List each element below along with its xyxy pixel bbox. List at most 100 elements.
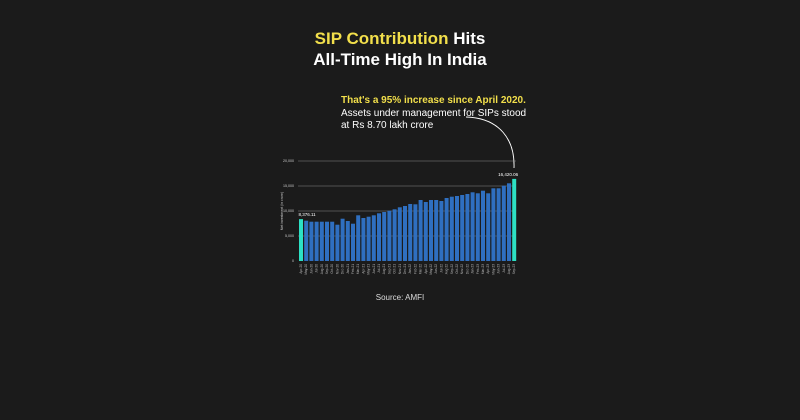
bar <box>470 192 475 261</box>
bar <box>481 190 485 261</box>
x-tick-label: May-20 <box>304 264 308 275</box>
x-tick-label: Jun-23 <box>497 264 501 274</box>
bar <box>356 215 361 261</box>
bar <box>408 204 413 261</box>
x-tick-label: Jun-22 <box>434 264 438 274</box>
x-tick-label: Aug-23 <box>507 264 511 275</box>
y-tick-label: 0 <box>292 259 294 263</box>
x-tick-label: May-23 <box>491 264 495 275</box>
x-tick-label: Jun-21 <box>372 264 376 274</box>
bar <box>465 194 470 261</box>
bar <box>304 220 309 261</box>
data-label-last: 16,420.06 <box>498 172 519 177</box>
annotation-arrow <box>465 116 515 169</box>
x-tick-label: Jul-21 <box>377 264 381 273</box>
bar <box>491 188 496 261</box>
title-highlight: SIP Contribution <box>314 29 449 48</box>
x-tick-label: Mar-21 <box>356 264 360 274</box>
data-label-first: 8,376.11 <box>299 212 317 217</box>
bar <box>392 209 397 261</box>
x-tick-label: Mar-23 <box>481 264 485 274</box>
x-tick-label: Aug-22 <box>445 264 449 275</box>
x-tick-label: Sep-21 <box>387 264 391 275</box>
bar <box>455 196 459 261</box>
x-tick-label: Nov-22 <box>460 264 464 275</box>
bar <box>299 219 303 261</box>
x-tick-label: Jul-23 <box>502 264 506 273</box>
x-tick-label: Sep-22 <box>450 264 454 275</box>
bar <box>423 202 428 261</box>
y-axis-label: Net investment (in crore) <box>280 192 284 230</box>
bar <box>501 185 506 261</box>
bar <box>309 221 314 261</box>
y-tick-label: 20,000 <box>283 159 294 163</box>
bar <box>449 196 454 261</box>
bar <box>382 212 387 261</box>
x-tick-label: Apr-21 <box>361 264 365 274</box>
x-tick-label: Oct-22 <box>455 264 459 274</box>
annotation: That's a 95% increase since April 2020. … <box>341 95 531 133</box>
bar <box>429 200 433 261</box>
annotation-highlight: That's a 95% increase since April 2020. <box>341 95 526 106</box>
bar <box>512 178 517 261</box>
annotation-text: Assets under management for SIPs stood a… <box>341 107 527 132</box>
x-tick-label: Mar-22 <box>419 264 423 274</box>
bar <box>403 206 407 261</box>
x-tick-label: Oct-20 <box>330 264 334 274</box>
x-tick-label: Sep-23 <box>512 264 516 275</box>
bar <box>330 221 335 261</box>
bar <box>397 207 402 261</box>
x-tick-label: Apr-20 <box>299 264 303 274</box>
bar <box>439 201 444 261</box>
x-tick-label: Jan-22 <box>408 264 412 274</box>
x-tick-label: Sep-20 <box>325 264 329 275</box>
x-tick-label: Nov-20 <box>335 264 339 275</box>
bar <box>314 221 319 261</box>
bar <box>361 218 366 261</box>
x-tick-label: Oct-21 <box>393 264 397 274</box>
x-tick-label: Jul-20 <box>315 264 319 273</box>
title-line2: All-Time High In India <box>313 50 487 69</box>
bar <box>475 193 480 261</box>
bar <box>496 188 501 261</box>
x-tick-label: May-21 <box>367 264 371 275</box>
x-tick-label: Dec-22 <box>465 264 469 275</box>
x-tick-label: Feb-22 <box>413 264 417 274</box>
bar <box>444 198 449 261</box>
bar <box>345 221 350 261</box>
x-tick-label: Aug-20 <box>320 264 324 275</box>
chart-title: SIP Contribution Hits All-Time High In I… <box>0 28 800 70</box>
bar <box>366 216 371 261</box>
bar <box>413 204 418 261</box>
bar <box>319 221 324 261</box>
bar <box>486 193 491 261</box>
bar <box>418 200 423 261</box>
x-tick-label: Aug-21 <box>382 264 386 275</box>
x-tick-label: Jun-20 <box>309 264 313 274</box>
x-tick-label: Feb-23 <box>476 264 480 274</box>
bar <box>507 183 511 261</box>
x-tick-label: Dec-20 <box>341 264 345 275</box>
bar <box>371 215 376 261</box>
x-tick-label: Jan-23 <box>471 264 475 274</box>
bar <box>387 210 392 261</box>
bar <box>335 224 340 261</box>
bar <box>377 213 381 261</box>
source-note: Source: AMFI <box>375 293 425 302</box>
x-tick-label: Apr-23 <box>486 264 490 274</box>
bar <box>460 195 465 261</box>
x-tick-label: Nov-21 <box>398 264 402 275</box>
y-tick-label: 10,000 <box>283 209 294 213</box>
title-rest: Hits <box>448 29 486 48</box>
x-tick-label: May-22 <box>429 264 433 275</box>
x-tick-label: Dec-21 <box>403 264 407 275</box>
y-tick-label: 5,000 <box>285 234 294 238</box>
bar <box>340 218 345 261</box>
x-tick-label: Feb-21 <box>351 264 355 274</box>
x-tick-label: Jan-21 <box>346 264 350 274</box>
bar <box>351 223 355 261</box>
bar <box>434 200 439 261</box>
y-tick-label: 15,000 <box>283 184 294 188</box>
x-tick-label: Apr-22 <box>424 264 428 274</box>
